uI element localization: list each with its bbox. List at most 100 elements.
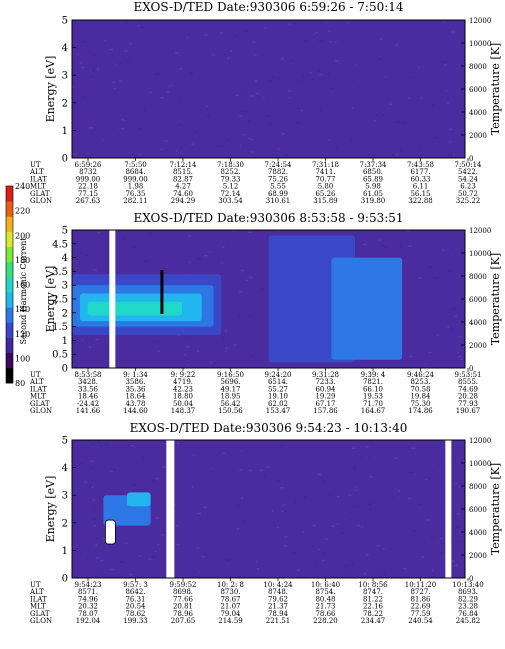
noise-speck [126, 60, 130, 62]
noise-speck [444, 64, 447, 66]
noise-speck [249, 95, 254, 97]
noise-speck [357, 524, 360, 527]
y-tick-label: 2 [62, 518, 68, 529]
table-cell: 75.26 [268, 175, 289, 183]
noise-speck [242, 282, 245, 284]
noise-speck [448, 128, 453, 130]
table-cell: 20.28 [458, 393, 478, 401]
noise-speck [429, 266, 433, 268]
table-cell: 6850. [363, 168, 383, 176]
table-cell: 74.96 [78, 595, 99, 603]
y-tick-label: 2.5 [52, 295, 68, 306]
noise-speck [239, 145, 241, 147]
y2-tick-label: 12000 [469, 227, 491, 235]
noise-speck [269, 123, 272, 125]
table-cell: 148.37 [171, 407, 196, 415]
table-row-label: MLT [30, 393, 46, 401]
noise-speck [209, 67, 211, 69]
colorbar-swatch [6, 322, 13, 338]
table-cell: 76.31 [125, 595, 145, 603]
noise-speck [206, 105, 208, 108]
noise-speck [137, 25, 139, 27]
noise-speck [179, 99, 182, 101]
table-cell: 214.59 [218, 617, 243, 625]
noise-speck [88, 127, 93, 129]
noise-speck [125, 542, 128, 545]
noise-speck [345, 517, 347, 520]
noise-speck [94, 537, 98, 540]
table-cell: 3586. [125, 378, 145, 386]
noise-speck [288, 90, 292, 92]
plot-frame [71, 229, 466, 369]
noise-speck [458, 540, 462, 542]
noise-speck [203, 506, 207, 509]
y2-tick-label: 12000 [469, 17, 491, 25]
noise-speck [179, 146, 183, 148]
noise-speck [112, 81, 116, 84]
noise-speck [188, 235, 192, 237]
noise-speck [91, 443, 95, 445]
noise-speck [326, 73, 330, 75]
data-spike [160, 270, 164, 314]
table-cell: 77.93 [458, 400, 478, 408]
noise-speck [248, 231, 253, 233]
noise-speck [133, 246, 137, 248]
noise-speck [92, 70, 95, 72]
noise-speck [232, 231, 234, 233]
noise-speck [175, 525, 178, 527]
table-cell: 7821. [363, 378, 383, 386]
noise-speck [397, 496, 399, 499]
y-tick-label: 0 [62, 574, 68, 585]
table-row-label: GLAT [30, 400, 50, 408]
noise-speck [235, 94, 239, 97]
noise-speck [266, 115, 270, 117]
noise-speck [270, 76, 275, 78]
y-tick-label: 5 [62, 16, 68, 27]
table-cell: 50.72 [458, 190, 478, 198]
noise-speck [155, 550, 157, 553]
noise-speck [177, 334, 181, 336]
table-cell: 49.17 [220, 385, 240, 393]
noise-speck [177, 442, 180, 444]
table-cell: 144.60 [123, 407, 148, 415]
table-cell: 221.51 [266, 617, 291, 625]
chart-panel-2: EXOS-D/TED Date:930306 8:53:58 - 9:53:51… [29, 211, 502, 415]
noise-speck [408, 245, 412, 247]
noise-speck [82, 271, 84, 273]
y2-tick-label: 2000 [469, 342, 487, 350]
noise-speck [224, 330, 227, 332]
noise-speck [186, 155, 188, 158]
table-cell: 67.17 [315, 400, 335, 408]
noise-speck [239, 115, 243, 117]
noise-speck [446, 90, 448, 92]
table-cell: 8754. [315, 588, 335, 596]
table-cell: 78.62 [125, 610, 145, 618]
noise-speck [418, 503, 422, 505]
noise-speck [351, 106, 354, 109]
table-cell: 9: 1:34 [123, 371, 148, 379]
noise-speck [402, 122, 406, 124]
noise-speck [331, 525, 335, 528]
noise-speck [197, 512, 201, 515]
table-cell: 7:12:14 [170, 161, 198, 169]
table-cell: 56.15 [410, 190, 430, 198]
noise-speck [389, 103, 393, 105]
noise-speck [434, 277, 439, 279]
noise-speck [447, 102, 449, 105]
noise-speck [407, 497, 412, 500]
noise-speck [353, 466, 357, 469]
table-cell: 23.28 [458, 603, 478, 611]
colorbar-swatch [6, 231, 13, 248]
noise-speck [129, 573, 133, 576]
noise-speck [317, 473, 321, 476]
noise-speck [245, 279, 248, 282]
noise-speck [253, 54, 257, 56]
table-cell: 7882. [268, 168, 288, 176]
noise-speck [84, 481, 87, 484]
noise-speck [124, 118, 128, 120]
table-cell: 68.99 [268, 190, 288, 198]
noise-speck [366, 554, 369, 556]
colorbar-swatch [6, 307, 13, 323]
noise-speck [129, 261, 131, 263]
noise-speck [430, 536, 435, 539]
